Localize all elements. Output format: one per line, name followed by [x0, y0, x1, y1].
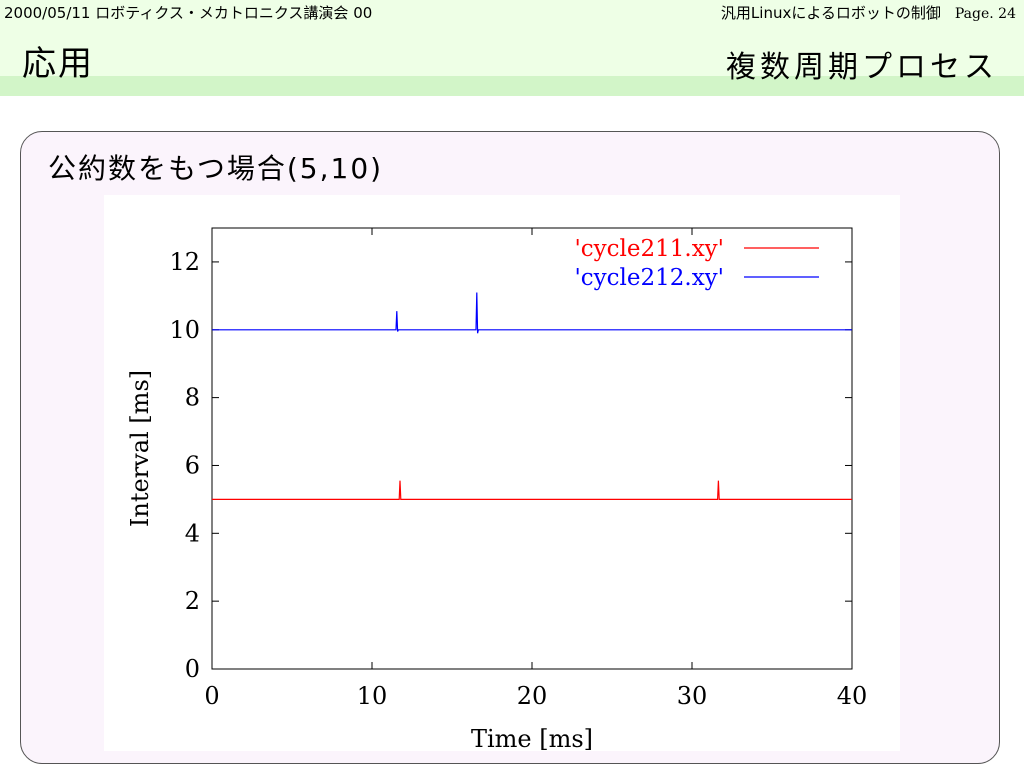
page-number: Page. 24 — [954, 6, 1016, 22]
panel-title: 公約数をもつ場合(5,10) — [48, 152, 384, 185]
header-topic: 汎用Linuxによるロボットの制御 — [720, 4, 941, 22]
header-info: 汎用Linuxによるロボットの制御 Page. 24 — [721, 2, 1016, 23]
series-line-1 — [212, 480, 852, 500]
y-tick-label: 6 — [185, 451, 200, 479]
y-tick-label: 4 — [185, 519, 200, 547]
axis-ticks: 0 10 20 30 40 0 2 4 6 8 10 12 — [169, 228, 867, 710]
series-line-2 — [212, 292, 852, 334]
x-tick-label: 0 — [204, 682, 219, 710]
header-strip — [0, 76, 1024, 96]
x-tick-label: 40 — [837, 682, 868, 710]
plot-frame — [211, 227, 853, 670]
header-event: 2000/05/11 ロボティクス・メカトロニクス講演会 00 — [4, 4, 373, 22]
y-tick-label: 8 — [185, 384, 200, 412]
legend: 'cycle211.xy' 'cycle212.xy' — [574, 236, 819, 291]
legend-label-1: 'cycle211.xy' — [574, 236, 724, 262]
x-tick-label: 10 — [357, 682, 388, 710]
slide-subtitle: 複数周期プロセス — [726, 50, 998, 85]
y-tick-label: 12 — [169, 248, 200, 276]
x-tick-label: 20 — [517, 682, 548, 710]
y-tick-label: 10 — [169, 316, 200, 344]
y-tick-label: 0 — [185, 655, 200, 683]
x-axis-label: Time [ms] — [471, 725, 593, 751]
series-layer — [212, 292, 852, 500]
y-axis-label: Interval [ms] — [126, 370, 154, 527]
slide-title: 応用 — [22, 44, 94, 84]
legend-label-2: 'cycle212.xy' — [574, 265, 724, 291]
x-tick-label: 30 — [677, 682, 708, 710]
y-tick-label: 2 — [185, 587, 200, 615]
chart: 0 10 20 30 40 0 2 4 6 8 10 12 'cycle211.xy''cycle21… — [104, 195, 900, 751]
